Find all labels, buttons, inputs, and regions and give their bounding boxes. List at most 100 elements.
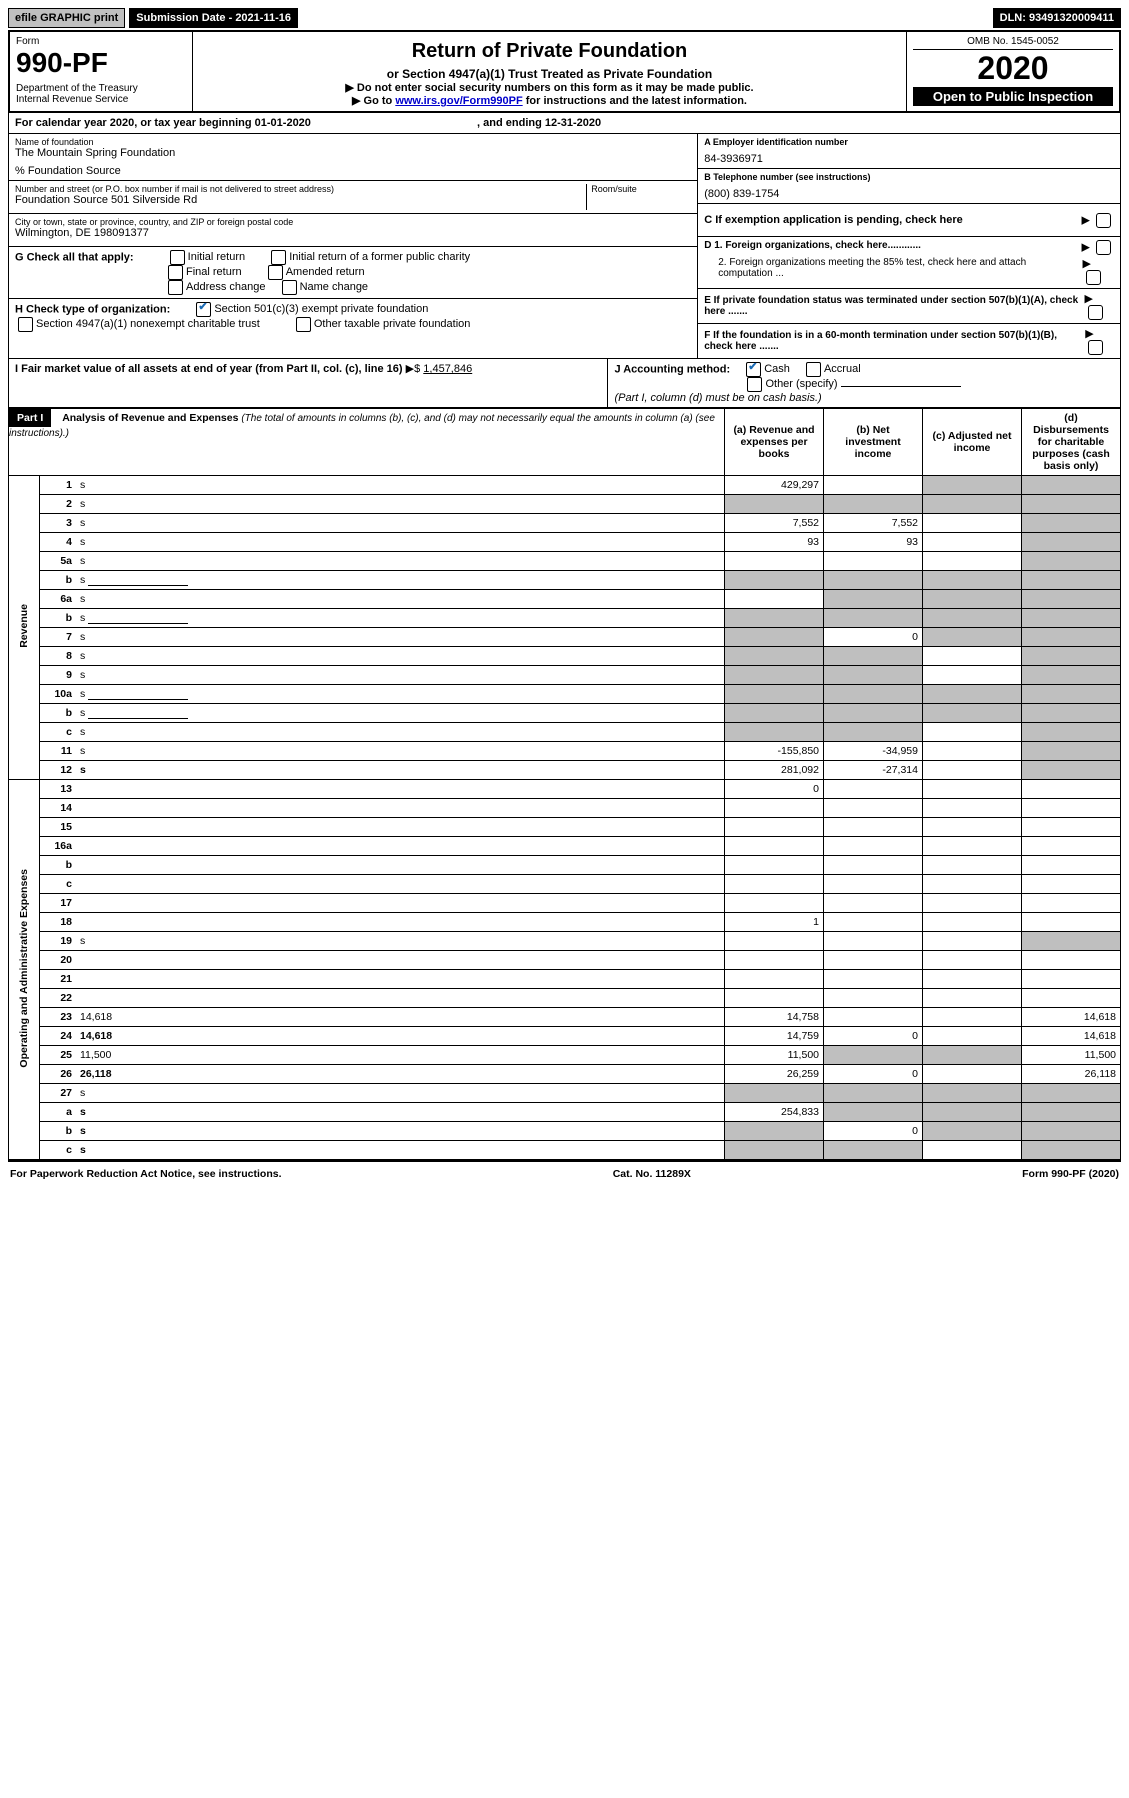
line-no: 1 — [40, 476, 77, 495]
table-cell: 0 — [824, 1027, 923, 1046]
line-no: 9 — [40, 666, 77, 685]
table-cell — [1022, 799, 1121, 818]
table-cell — [824, 951, 923, 970]
line-no: 11 — [40, 742, 77, 761]
initial-return-checkbox[interactable] — [170, 250, 185, 265]
line-no: 22 — [40, 989, 77, 1008]
form990pf-link[interactable]: www.irs.gov/Form990PF — [395, 95, 522, 107]
table-cell — [725, 875, 824, 894]
table-cell — [824, 932, 923, 951]
open-inspection: Open to Public Inspection — [913, 87, 1113, 106]
table-cell — [923, 647, 1022, 666]
501c3-checkbox[interactable] — [196, 302, 211, 317]
line-no: 5a — [40, 552, 77, 571]
line-desc: s — [76, 476, 725, 495]
line-no: 24 — [40, 1027, 77, 1046]
line-desc: s — [76, 723, 725, 742]
line-no: 26 — [40, 1065, 77, 1084]
col-b-header: (b) Net investment income — [824, 409, 923, 476]
exemption-pending-checkbox[interactable] — [1096, 213, 1111, 228]
table-cell — [1022, 856, 1121, 875]
table-cell: 7,552 — [824, 514, 923, 533]
table-cell — [923, 837, 1022, 856]
table-cell: 429,297 — [725, 476, 824, 495]
table-cell — [923, 666, 1022, 685]
other-taxable-checkbox[interactable] — [296, 317, 311, 332]
form-header: Form 990-PF Department of the Treasury I… — [8, 30, 1121, 113]
table-cell — [923, 552, 1022, 571]
table-cell — [725, 856, 824, 875]
amended-return-checkbox[interactable] — [268, 265, 283, 280]
line-desc: 26,118 — [76, 1065, 725, 1084]
table-cell — [824, 552, 923, 571]
line-desc — [76, 970, 725, 989]
c-cell: C If exemption application is pending, c… — [698, 204, 1120, 237]
col-a-header: (a) Revenue and expenses per books — [725, 409, 824, 476]
ssn-note: ▶ Do not enter social security numbers o… — [199, 81, 900, 94]
line-desc: s — [76, 1103, 725, 1122]
h-check-row: H Check type of organization: Section 50… — [9, 299, 697, 335]
table-cell — [824, 818, 923, 837]
table-cell — [923, 723, 1022, 742]
cash-checkbox[interactable] — [746, 362, 761, 377]
line-no: b — [40, 571, 77, 590]
line-desc: s — [76, 1084, 725, 1103]
form-subtitle: or Section 4947(a)(1) Trust Treated as P… — [199, 67, 900, 81]
table-cell: 0 — [824, 1122, 923, 1141]
table-cell: 281,092 — [725, 761, 824, 780]
table-cell — [1022, 951, 1121, 970]
final-return-checkbox[interactable] — [168, 265, 183, 280]
line-desc: s — [76, 932, 725, 951]
table-cell: 254,833 — [725, 1103, 824, 1122]
table-cell — [1022, 989, 1121, 1008]
submission-date: Submission Date - 2021-11-16 — [129, 8, 298, 28]
i-fair-market: I Fair market value of all assets at end… — [9, 359, 608, 407]
e-cell: E If private foundation status was termi… — [698, 289, 1120, 324]
table-cell: 11,500 — [725, 1046, 824, 1065]
calendar-year-row: For calendar year 2020, or tax year begi… — [8, 113, 1121, 134]
efile-label: efile GRAPHIC print — [8, 8, 125, 28]
line-desc: s — [76, 495, 725, 514]
accrual-checkbox[interactable] — [806, 362, 821, 377]
address-change-checkbox[interactable] — [168, 280, 183, 295]
city-cell: City or town, state or province, country… — [9, 214, 697, 247]
line-no: 6a — [40, 590, 77, 609]
4947a1-checkbox[interactable] — [18, 317, 33, 332]
line-desc — [76, 875, 725, 894]
85pct-checkbox[interactable] — [1086, 270, 1101, 285]
table-cell — [923, 818, 1022, 837]
line-desc: 14,618 — [76, 1027, 725, 1046]
table-cell: 26,118 — [1022, 1065, 1121, 1084]
col-d-header: (d) Disbursements for charitable purpose… — [1022, 409, 1121, 476]
line-no: 21 — [40, 970, 77, 989]
ein-cell: A Employer identification number 84-3936… — [698, 134, 1120, 169]
line-no: 19 — [40, 932, 77, 951]
terminated-checkbox[interactable] — [1088, 305, 1103, 320]
line-no: b — [40, 1122, 77, 1141]
table-cell — [725, 818, 824, 837]
table-cell — [824, 913, 923, 932]
60month-checkbox[interactable] — [1088, 340, 1103, 355]
table-cell — [923, 856, 1022, 875]
f-cell: F If the foundation is in a 60-month ter… — [698, 324, 1120, 358]
table-cell — [725, 799, 824, 818]
line-desc: s — [76, 571, 725, 590]
table-cell — [824, 476, 923, 495]
line-desc: s — [76, 761, 725, 780]
line-no: b — [40, 609, 77, 628]
table-cell — [923, 514, 1022, 533]
line-no: 20 — [40, 951, 77, 970]
initial-public-checkbox[interactable] — [271, 250, 286, 265]
expenses-side-label: Operating and Administrative Expenses — [9, 780, 40, 1160]
table-cell: 7,552 — [725, 514, 824, 533]
other-method-checkbox[interactable] — [747, 377, 762, 392]
name-change-checkbox[interactable] — [282, 280, 297, 295]
foreign-org-checkbox[interactable] — [1096, 240, 1111, 255]
col-c-header: (c) Adjusted net income — [923, 409, 1022, 476]
table-cell — [824, 875, 923, 894]
table-cell — [725, 837, 824, 856]
line-desc — [76, 818, 725, 837]
table-cell — [923, 989, 1022, 1008]
table-cell: 93 — [725, 533, 824, 552]
line-no: 18 — [40, 913, 77, 932]
